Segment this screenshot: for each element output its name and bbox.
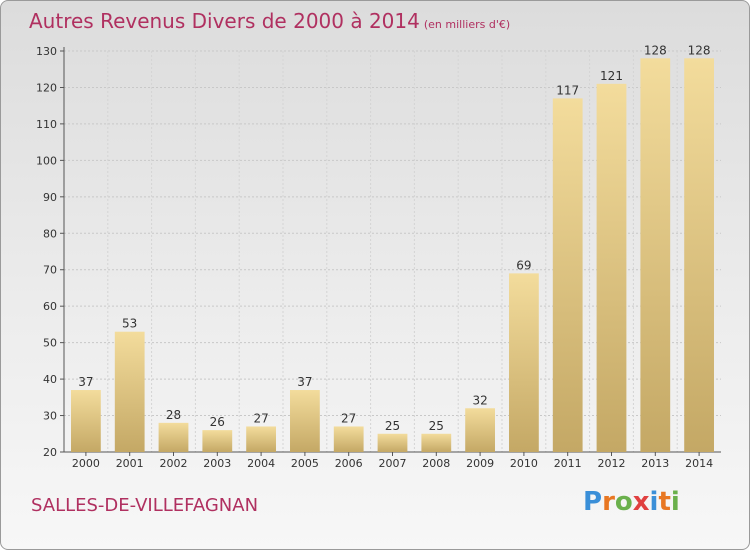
bar-value-label: 28	[166, 408, 181, 422]
bar-value-label: 37	[78, 375, 93, 389]
x-tick-label: 2001	[116, 457, 144, 470]
chart-unit: (en milliers d'€)	[423, 18, 511, 31]
logo-letter: x	[632, 487, 650, 517]
bar	[640, 58, 671, 453]
x-tick-label: 2012	[598, 457, 626, 470]
x-tick-label: 2010	[510, 457, 538, 470]
grid-lines	[64, 50, 721, 452]
x-tick-label: 2003	[203, 457, 231, 470]
bar	[114, 331, 145, 452]
labels: 20 30 40 50 60 70 80 90 100 110 120 130 37 2000 53 2001…	[36, 43, 713, 470]
bar	[465, 408, 495, 452]
y-tick-label: 130	[36, 45, 57, 58]
bar	[290, 390, 320, 452]
bar	[246, 426, 276, 452]
x-tick-label: 2004	[247, 457, 275, 470]
logo-letter: t	[658, 487, 671, 517]
bar-value-label: 53	[122, 317, 137, 331]
y-tick-label: 60	[43, 300, 57, 313]
bar	[421, 433, 452, 452]
bar-value-label: 128	[644, 43, 667, 57]
x-tick-label: 2005	[291, 457, 319, 470]
bar-value-label: 37	[297, 375, 312, 389]
y-tick-label: 70	[43, 264, 57, 277]
city-name: SALLES-DE-VILLEFAGNAN	[31, 495, 259, 516]
bar	[552, 98, 583, 453]
logo-letter: P	[583, 487, 603, 517]
x-tick-label: 2011	[554, 457, 582, 470]
logo-letter: o	[614, 487, 633, 517]
x-tick-label: 2000	[72, 457, 100, 470]
logo-letter: i	[649, 487, 659, 517]
bar	[202, 430, 233, 452]
x-tick-label: 2014	[685, 457, 713, 470]
x-tick-label: 2002	[160, 457, 188, 470]
bar-value-label: 25	[429, 419, 444, 433]
y-tick-label: 80	[43, 227, 57, 240]
y-tick-label: 120	[36, 81, 57, 94]
y-tick-label: 40	[43, 373, 57, 386]
bar-value-label: 27	[341, 411, 356, 425]
x-tick-label: 2007	[379, 457, 407, 470]
bar	[596, 83, 627, 453]
bar-value-label: 25	[385, 419, 400, 433]
y-tick-label: 100	[36, 154, 57, 167]
bar-value-label: 117	[556, 83, 579, 97]
bar-value-label: 128	[688, 43, 711, 57]
x-tick-label: 2008	[422, 457, 450, 470]
bars	[71, 58, 714, 453]
y-tick-label: 30	[43, 410, 57, 423]
y-tick-label: 20	[43, 446, 57, 459]
bar	[684, 58, 714, 453]
bar-value-label: 27	[253, 411, 268, 425]
chart-title-text: Autres Revenus Divers de 2000 à 2014	[29, 9, 420, 33]
logo-letter: i	[670, 487, 680, 517]
y-tick-label: 90	[43, 191, 57, 204]
bar	[377, 433, 408, 452]
bar-value-label: 26	[210, 415, 225, 429]
bar-value-label: 32	[472, 393, 487, 407]
x-tick-label: 2006	[335, 457, 363, 470]
y-tick-label: 50	[43, 337, 57, 350]
x-tick-label: 2013	[641, 457, 669, 470]
proxiti-logo: Proxiti	[583, 487, 680, 517]
x-tick-label: 2009	[466, 457, 494, 470]
bar-value-label: 121	[600, 69, 623, 83]
bar	[333, 426, 364, 452]
y-tick-label: 110	[36, 118, 57, 131]
bar	[71, 390, 101, 452]
logo-letter: r	[602, 487, 615, 517]
chart-title: Autres Revenus Divers de 2000 à 2014 (en …	[29, 9, 510, 33]
bar-value-label: 69	[516, 258, 531, 272]
bar	[158, 422, 189, 452]
bar	[509, 273, 539, 452]
